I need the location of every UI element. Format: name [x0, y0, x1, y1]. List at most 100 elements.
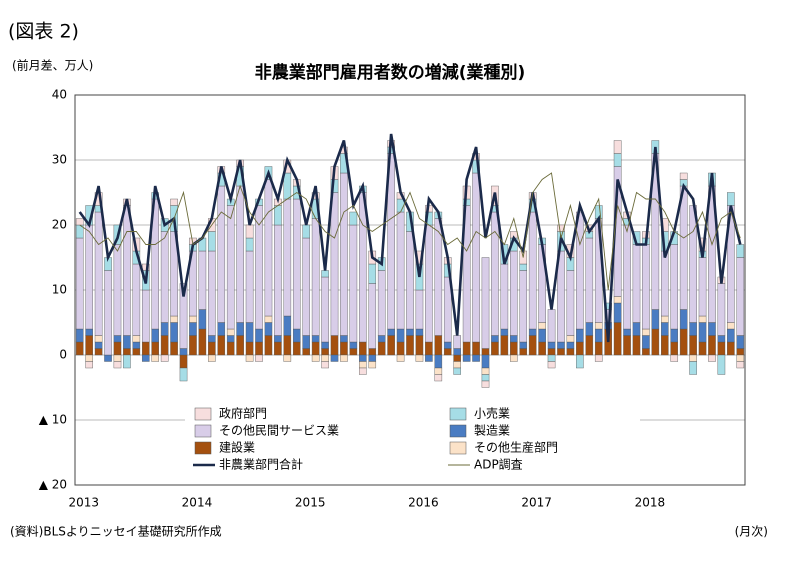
bar-segment — [113, 361, 122, 369]
plot-frame — [74, 94, 746, 486]
bar-segment — [274, 341, 282, 356]
legend-swatch — [449, 441, 467, 455]
bar-segment — [443, 341, 452, 349]
y-tick-label: 30 — [52, 153, 67, 167]
bar-segment — [396, 198, 405, 213]
bar-segment — [189, 322, 197, 336]
bar-segment — [264, 315, 273, 323]
bar-segment — [661, 322, 669, 336]
bar-segment — [340, 354, 348, 362]
bar-segment — [632, 335, 641, 356]
bar-segment — [151, 341, 159, 356]
bar-segment — [217, 335, 226, 356]
bar-segment — [255, 341, 263, 356]
bar-segment — [594, 328, 603, 343]
chart-title: 非農業部門雇用者数の増減(業種別) — [255, 62, 526, 83]
bar-segment — [613, 140, 622, 154]
bar-segment — [208, 335, 216, 343]
legend-label: その他生産部門 — [474, 440, 558, 455]
bar-segment — [132, 263, 141, 336]
bar-segment — [208, 231, 216, 252]
bar-segment — [415, 335, 424, 356]
bar-segment — [340, 335, 348, 343]
bar-segment — [670, 244, 679, 330]
bar-segment — [179, 348, 188, 356]
bar-segment — [689, 361, 697, 375]
legend-swatch — [449, 407, 467, 421]
bar-segment — [359, 354, 367, 362]
y-axis-label: (前月差、万人) — [12, 58, 93, 73]
bar-segment — [406, 328, 414, 336]
bar-segment — [226, 341, 235, 356]
legend-label: ADP調査 — [474, 458, 523, 472]
bar-segment — [377, 335, 386, 343]
bar-segment — [585, 335, 594, 356]
bar-segment — [689, 205, 697, 323]
bar-segment — [387, 335, 395, 356]
legend-swatch — [449, 424, 467, 438]
bar-segment — [594, 354, 603, 362]
bar-segment — [321, 341, 329, 349]
bar-segment — [500, 328, 509, 336]
bar-segment — [481, 348, 490, 356]
legend-swatch — [194, 407, 212, 421]
x-tick-label: 2014 — [182, 496, 213, 510]
bar-segment — [481, 354, 490, 369]
bar-segment — [576, 211, 584, 330]
bar-segment — [434, 374, 443, 382]
bar-segment — [623, 224, 631, 330]
bar-segment — [642, 328, 650, 336]
bar-segment — [340, 172, 348, 336]
x-tick-label: 2013 — [68, 496, 99, 510]
bar-segment — [566, 335, 575, 343]
bar-segment — [321, 361, 329, 369]
bar-segment — [302, 237, 310, 336]
bar-segment — [75, 218, 84, 226]
bar-segment — [141, 289, 150, 343]
bar-segment — [160, 335, 169, 356]
legend-swatch — [194, 424, 212, 438]
bar-segment — [330, 192, 339, 336]
bar-segment — [519, 263, 528, 271]
y-tick-label: 10 — [52, 283, 67, 297]
bar-segment — [349, 348, 358, 356]
bar-segment — [274, 335, 282, 343]
bar-segment — [208, 354, 216, 362]
y-tick-label: ▲ 10 — [39, 413, 67, 427]
bar-segment — [689, 354, 697, 362]
y-tick-label: 0 — [59, 348, 67, 362]
bar-segment — [594, 322, 603, 330]
bar-segment — [85, 354, 93, 362]
bar-segment — [283, 172, 292, 200]
bar-segment — [292, 328, 301, 343]
bar-segment — [123, 335, 131, 349]
bar-segment — [75, 237, 84, 330]
bar-segment — [481, 380, 490, 388]
bar-segment — [491, 341, 499, 356]
bar-segment — [698, 257, 707, 317]
bar-segment — [566, 270, 575, 336]
bar-segment — [736, 348, 745, 356]
bar-segment — [538, 328, 546, 343]
bar-segment — [547, 348, 556, 356]
bar-segment — [330, 335, 339, 356]
bar-segment — [519, 341, 528, 349]
bar-segment — [528, 328, 537, 336]
bar-segment — [585, 237, 594, 323]
bar-segment — [302, 335, 310, 349]
bar-segment — [453, 348, 461, 356]
bar-segment — [245, 250, 254, 323]
bar-segment — [623, 328, 631, 336]
bar-segment — [519, 348, 528, 356]
bar-segment — [727, 192, 735, 206]
bar-segment — [613, 296, 622, 304]
bar-segment — [462, 354, 471, 362]
bar-segment — [462, 341, 471, 356]
bar-segment — [151, 354, 159, 362]
bar-segment — [434, 218, 443, 336]
bar-segment — [679, 328, 688, 356]
bar-segment — [179, 283, 188, 349]
bar-segment — [547, 354, 556, 362]
bar-segment — [557, 348, 565, 356]
x-tick-label: 2018 — [635, 496, 666, 510]
